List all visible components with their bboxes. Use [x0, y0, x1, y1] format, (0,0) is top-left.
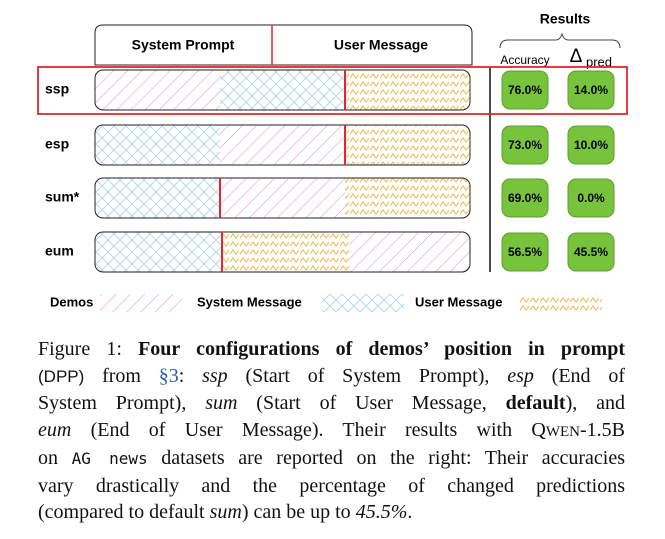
segment	[220, 70, 345, 110]
segment	[95, 70, 220, 110]
result-box	[567, 178, 615, 218]
result-value: 45.5%	[574, 245, 608, 259]
result-box	[567, 125, 615, 165]
caption-line: (compared to default sum) can be up to 4…	[38, 499, 625, 526]
header-right: User Message	[334, 37, 428, 53]
bar-outline	[94, 124, 471, 166]
header-left: System Prompt	[132, 37, 235, 53]
caption-run: AG news	[71, 449, 148, 468]
segment	[220, 178, 345, 218]
caption-run: System Prompt),	[38, 392, 206, 414]
legend-swatch	[322, 294, 404, 312]
caption-run: (End of User Message). Their results wit…	[71, 418, 546, 441]
caption-line: (DPP) from §3: ssp (Start of System Prom…	[38, 363, 625, 391]
segment	[345, 70, 470, 110]
segment	[345, 125, 470, 165]
bar-outline	[94, 69, 471, 111]
row-label: ssp	[45, 81, 69, 97]
bar-outline	[94, 177, 471, 219]
caption-run: datasets are reported on the right: Thei…	[147, 447, 625, 469]
result-box	[501, 70, 549, 110]
caption-run: eum	[38, 418, 72, 441]
caption-run[interactable]: §3	[158, 364, 179, 387]
caption-run: (Start of User Message,	[237, 392, 506, 414]
caption-run: ), and	[565, 392, 625, 414]
caption-run: (DPP)	[38, 366, 85, 386]
caption-run: from	[84, 364, 159, 387]
caption-run: Four configurations of demos’ position i…	[138, 338, 625, 360]
results-brace	[499, 32, 621, 49]
caption-run: WEN	[545, 423, 580, 440]
caption-run: on	[38, 447, 72, 469]
segment	[95, 125, 220, 165]
caption-run: 45.5%	[355, 501, 408, 523]
caption-run: (compared to default	[38, 501, 210, 523]
segment	[95, 232, 222, 272]
legend-swatch	[520, 294, 602, 312]
result-value: 73.0%	[508, 138, 542, 152]
caption-line: Figure 1: Four configurations of demos’ …	[38, 336, 625, 363]
caption: Figure 1: Four configurations of demos’ …	[38, 336, 625, 526]
segment	[220, 125, 345, 165]
caption-run: ssp	[202, 364, 228, 387]
caption-run: sum	[205, 392, 238, 414]
highlight-box	[37, 66, 628, 115]
caption-run: (End of	[533, 364, 625, 387]
result-value: 56.5%	[508, 245, 542, 259]
result-box	[567, 70, 615, 110]
diagram: System Prompt User Message Results Accur…	[37, 11, 628, 312]
segment	[350, 232, 470, 272]
caption-line: on AG news datasets are reported on the …	[38, 445, 625, 473]
result-value: 76.0%	[508, 83, 542, 97]
delta-symbol: Δ	[570, 46, 583, 67]
result-value: 69.0%	[508, 191, 542, 205]
caption-run: esp	[507, 364, 534, 387]
result-box	[501, 232, 549, 272]
accuracy-label: Accuracy	[500, 53, 549, 67]
result-value: 10.0%	[574, 138, 608, 152]
bar-outline	[94, 231, 471, 273]
caption-run: (Start of System Prompt),	[227, 364, 508, 387]
result-value: 14.0%	[574, 83, 608, 97]
caption-run: ) can be up to	[241, 501, 356, 523]
result-value: 0.0%	[577, 191, 605, 205]
legend-label: Demos	[50, 294, 93, 309]
caption-run: default	[505, 392, 566, 414]
row-label: eum	[45, 243, 74, 259]
row-label: esp	[45, 136, 69, 152]
legend-label: System Message	[197, 294, 302, 309]
result-box	[501, 125, 549, 165]
result-box	[501, 178, 549, 218]
results-title: Results	[540, 11, 591, 27]
caption-line: System Prompt), sum (Start of User Messa…	[38, 390, 625, 417]
segment	[222, 232, 350, 272]
caption-line: vary drastically and the percentage of c…	[38, 473, 625, 500]
caption-run: Figure 1:	[38, 338, 139, 360]
legend-label: User Message	[415, 294, 502, 309]
row-label: sum*	[45, 189, 80, 205]
result-box	[567, 232, 615, 272]
caption-run: sum	[209, 501, 242, 523]
header-box	[94, 24, 473, 66]
caption-line: eum (End of User Message). Their results…	[38, 417, 625, 446]
segment	[95, 178, 220, 218]
caption-run: -1.5B	[580, 418, 625, 441]
legend-swatch	[100, 294, 182, 312]
caption-run: .	[407, 501, 413, 523]
caption-run: vary drastically and the percentage of c…	[38, 474, 625, 497]
caption-run: :	[178, 364, 203, 387]
segment	[345, 178, 470, 218]
delta-sub: pred	[586, 54, 612, 69]
